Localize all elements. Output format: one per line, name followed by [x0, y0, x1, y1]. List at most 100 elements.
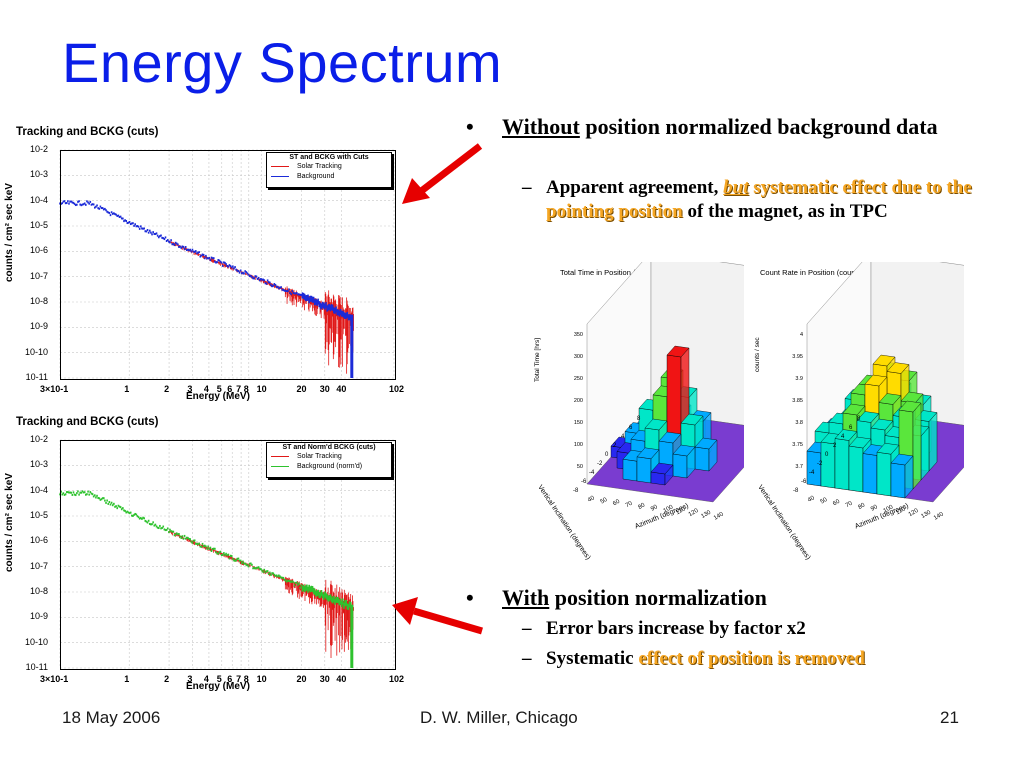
background-point — [106, 210, 108, 213]
legend-item-background: Background — [267, 171, 391, 181]
background-point — [69, 200, 71, 203]
background-point — [263, 568, 266, 571]
legend-item-background-normd: Background (norm'd) — [267, 461, 391, 471]
y-tick-label: 10-7 — [29, 560, 48, 571]
background-point — [294, 581, 297, 584]
background-point — [278, 574, 280, 577]
background-point — [347, 604, 350, 611]
lego-y-tick: -2 — [817, 461, 823, 467]
background-point — [151, 523, 153, 526]
legend-title: ST and Norm'd BCKG (cuts) — [282, 444, 376, 451]
background-point — [347, 314, 350, 321]
background-point — [166, 239, 169, 242]
lego-bar — [886, 362, 910, 374]
lego-bar — [928, 411, 938, 472]
background-point — [326, 594, 328, 601]
background-point — [175, 532, 178, 535]
background-point — [104, 499, 106, 502]
lego-x-tick: 70 — [845, 500, 854, 509]
lego-z-tick: 3.8 — [795, 420, 803, 426]
background-point — [183, 534, 186, 537]
background-point — [208, 256, 211, 259]
lego-z-tick: 100 — [574, 442, 583, 448]
background-point — [322, 593, 325, 600]
background-point — [296, 581, 298, 584]
background-point — [232, 265, 234, 268]
sub-bullet-apparent-agreement: Apparent agreement, but systematic effec… — [546, 177, 972, 222]
background-point — [210, 256, 213, 259]
lego-bar — [672, 453, 688, 479]
lego-y-tick: 0 — [605, 452, 609, 458]
background-point — [227, 553, 230, 556]
background-point — [191, 541, 194, 544]
background-point — [72, 201, 75, 204]
background-point — [114, 505, 116, 508]
background-point — [276, 575, 279, 578]
background-point — [298, 293, 300, 296]
background-point — [248, 562, 251, 565]
background-point — [238, 271, 241, 274]
lego-bar — [672, 444, 696, 457]
background-point — [129, 223, 132, 226]
lego-x-tick: 40 — [587, 495, 596, 504]
sub-bullet-dash: – — [522, 177, 532, 198]
background-point — [178, 245, 180, 248]
background-point — [237, 557, 240, 560]
background-point — [212, 257, 215, 260]
lego-x-tick: 100 — [663, 504, 675, 515]
background-point — [165, 240, 168, 243]
x-tick-label: 2 — [164, 674, 170, 684]
background-point — [342, 598, 344, 605]
background-point — [172, 243, 175, 246]
lego-x-tick: 50 — [820, 497, 829, 506]
background-point — [215, 261, 217, 264]
background-point — [209, 546, 212, 549]
lego-bar — [848, 436, 872, 449]
background-point — [300, 584, 303, 587]
background-point — [330, 596, 333, 603]
lego-z-label: Total Time [hrs] — [534, 337, 541, 382]
background-point — [270, 573, 272, 576]
lego-bar — [842, 403, 866, 416]
background-point — [74, 204, 77, 207]
background-point — [96, 494, 98, 497]
background-point — [87, 490, 89, 493]
background-point — [296, 292, 298, 295]
background-point — [116, 214, 119, 217]
background-point — [237, 270, 240, 273]
background-point — [81, 203, 84, 206]
background-point — [297, 293, 299, 296]
background-point — [229, 554, 232, 557]
lego-x-tick: 60 — [832, 498, 841, 507]
background-point — [304, 585, 307, 592]
y-tick-label: 10-8 — [29, 296, 48, 306]
plot-frame — [60, 150, 396, 380]
background-point — [120, 217, 123, 220]
background-point — [279, 575, 281, 578]
background-point — [200, 545, 203, 548]
background-point — [320, 303, 323, 310]
background-point — [163, 528, 166, 531]
background-point — [175, 242, 178, 245]
background-point — [324, 303, 326, 310]
background-point — [104, 207, 106, 210]
spectrum-plot-normalized: Tracking and BCKG (cuts) ST and Norm'd B… — [4, 412, 404, 692]
background-point — [102, 497, 105, 500]
background-point — [292, 581, 295, 584]
background-point — [173, 534, 176, 537]
x-tick-label: 3×10-1 — [40, 384, 69, 394]
background-point — [180, 536, 183, 539]
background-point — [142, 516, 144, 519]
background-point — [274, 284, 277, 287]
background-point — [299, 586, 301, 589]
background-point — [193, 539, 196, 542]
background-point — [87, 201, 89, 204]
background-point — [170, 530, 172, 533]
lego-y-tick: -2 — [597, 461, 603, 467]
y-tick-label: 10-5 — [29, 510, 48, 520]
background-point — [134, 223, 136, 226]
x-tick-label: 102 — [389, 674, 405, 684]
background-point — [110, 211, 113, 214]
background-point — [217, 552, 220, 555]
background-point — [238, 559, 241, 562]
